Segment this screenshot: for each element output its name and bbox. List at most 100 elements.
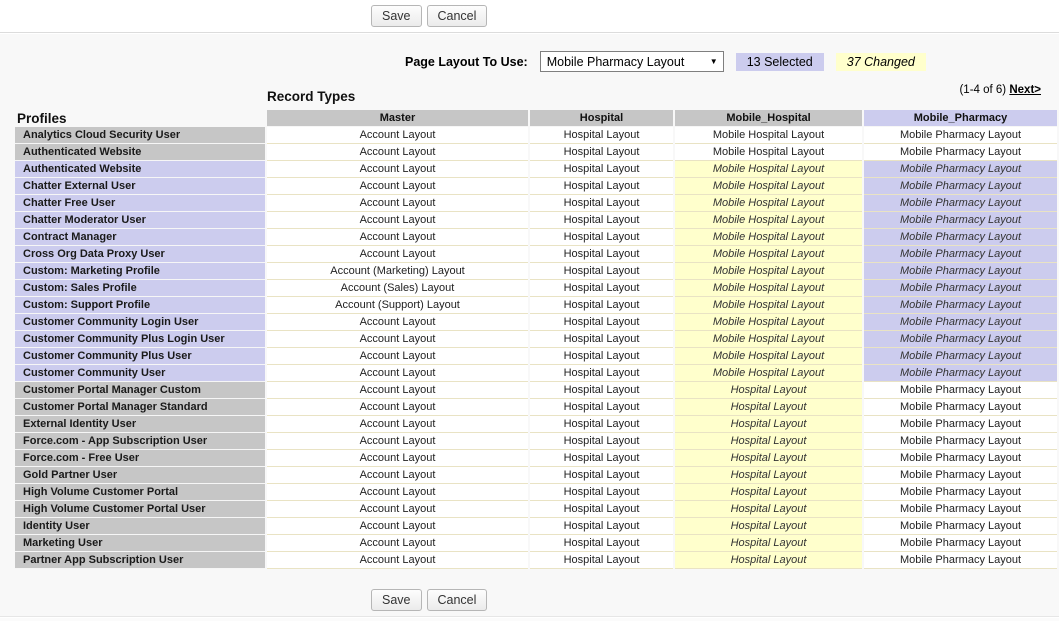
profile-cell[interactable]: Customer Community User xyxy=(15,365,265,382)
profile-cell[interactable]: Chatter Moderator User xyxy=(15,212,265,229)
layout-assignment-cell[interactable]: Mobile Hospital Layout xyxy=(675,314,862,331)
layout-assignment-cell[interactable]: Hospital Layout xyxy=(675,467,862,484)
layout-assignment-cell[interactable]: Mobile Pharmacy Layout xyxy=(864,212,1057,229)
profile-cell[interactable]: High Volume Customer Portal User xyxy=(15,501,265,518)
layout-assignment-cell[interactable]: Mobile Hospital Layout xyxy=(675,212,862,229)
layout-assignment-cell[interactable]: Mobile Hospital Layout xyxy=(675,195,862,212)
layout-assignment-cell[interactable]: Mobile Pharmacy Layout xyxy=(864,263,1057,280)
profile-cell[interactable]: High Volume Customer Portal xyxy=(15,484,265,501)
layout-assignment-cell[interactable]: Mobile Pharmacy Layout xyxy=(864,518,1057,535)
layout-assignment-cell[interactable]: Hospital Layout xyxy=(530,501,673,518)
layout-assignment-cell[interactable]: Mobile Pharmacy Layout xyxy=(864,450,1057,467)
layout-assignment-cell[interactable]: Mobile Pharmacy Layout xyxy=(864,127,1057,144)
layout-assignment-cell[interactable]: Hospital Layout xyxy=(675,450,862,467)
layout-assignment-cell[interactable]: Mobile Pharmacy Layout xyxy=(864,467,1057,484)
column-header-master[interactable]: Master xyxy=(267,110,528,127)
layout-assignment-cell[interactable]: Hospital Layout xyxy=(675,382,862,399)
layout-assignment-cell[interactable]: Account Layout xyxy=(267,365,528,382)
page-layout-select[interactable]: Mobile Pharmacy Layout ▼ xyxy=(539,51,724,72)
layout-assignment-cell[interactable]: Account Layout xyxy=(267,212,528,229)
layout-assignment-cell[interactable]: Mobile Pharmacy Layout xyxy=(864,348,1057,365)
layout-assignment-cell[interactable]: Mobile Pharmacy Layout xyxy=(864,382,1057,399)
profile-cell[interactable]: Customer Portal Manager Standard xyxy=(15,399,265,416)
layout-assignment-cell[interactable]: Mobile Pharmacy Layout xyxy=(864,280,1057,297)
profile-cell[interactable]: Authenticated Website xyxy=(15,161,265,178)
layout-assignment-cell[interactable]: Account (Support) Layout xyxy=(267,297,528,314)
layout-assignment-cell[interactable]: Mobile Pharmacy Layout xyxy=(864,331,1057,348)
profile-cell[interactable]: Customer Portal Manager Custom xyxy=(15,382,265,399)
layout-assignment-cell[interactable]: Hospital Layout xyxy=(530,263,673,280)
profile-cell[interactable]: Custom: Marketing Profile xyxy=(15,263,265,280)
layout-assignment-cell[interactable]: Hospital Layout xyxy=(530,518,673,535)
profile-cell[interactable]: External Identity User xyxy=(15,416,265,433)
layout-assignment-cell[interactable]: Hospital Layout xyxy=(530,382,673,399)
layout-assignment-cell[interactable]: Hospital Layout xyxy=(530,399,673,416)
layout-assignment-cell[interactable]: Hospital Layout xyxy=(530,144,673,161)
profile-cell[interactable]: Chatter Free User xyxy=(15,195,265,212)
column-header-mobile_pharmacy[interactable]: Mobile_Pharmacy xyxy=(864,110,1057,127)
profile-cell[interactable]: Contract Manager xyxy=(15,229,265,246)
layout-assignment-cell[interactable]: Account Layout xyxy=(267,484,528,501)
layout-assignment-cell[interactable]: Mobile Hospital Layout xyxy=(675,229,862,246)
profile-cell[interactable]: Customer Community Plus User xyxy=(15,348,265,365)
layout-assignment-cell[interactable]: Account Layout xyxy=(267,246,528,263)
layout-assignment-cell[interactable]: Hospital Layout xyxy=(530,212,673,229)
layout-assignment-cell[interactable]: Hospital Layout xyxy=(675,535,862,552)
layout-assignment-cell[interactable]: Account Layout xyxy=(267,195,528,212)
layout-assignment-cell[interactable]: Account Layout xyxy=(267,535,528,552)
layout-assignment-cell[interactable]: Mobile Pharmacy Layout xyxy=(864,552,1057,569)
layout-assignment-cell[interactable]: Account Layout xyxy=(267,161,528,178)
profile-cell[interactable]: Force.com - App Subscription User xyxy=(15,433,265,450)
layout-assignment-cell[interactable]: Hospital Layout xyxy=(530,161,673,178)
layout-assignment-cell[interactable]: Mobile Pharmacy Layout xyxy=(864,246,1057,263)
layout-assignment-cell[interactable]: Mobile Hospital Layout xyxy=(675,280,862,297)
column-header-mobile_hospital[interactable]: Mobile_Hospital xyxy=(675,110,862,127)
layout-assignment-cell[interactable]: Mobile Pharmacy Layout xyxy=(864,297,1057,314)
layout-assignment-cell[interactable]: Account Layout xyxy=(267,433,528,450)
layout-assignment-cell[interactable]: Mobile Pharmacy Layout xyxy=(864,484,1057,501)
profile-cell[interactable]: Custom: Sales Profile xyxy=(15,280,265,297)
layout-assignment-cell[interactable]: Mobile Hospital Layout xyxy=(675,144,862,161)
layout-assignment-cell[interactable]: Hospital Layout xyxy=(530,433,673,450)
layout-assignment-cell[interactable]: Hospital Layout xyxy=(530,314,673,331)
layout-assignment-cell[interactable]: Account Layout xyxy=(267,127,528,144)
layout-assignment-cell[interactable]: Mobile Hospital Layout xyxy=(675,161,862,178)
profile-cell[interactable]: Marketing User xyxy=(15,535,265,552)
layout-assignment-cell[interactable]: Hospital Layout xyxy=(675,501,862,518)
layout-assignment-cell[interactable]: Account Layout xyxy=(267,348,528,365)
layout-assignment-cell[interactable]: Mobile Pharmacy Layout xyxy=(864,433,1057,450)
layout-assignment-cell[interactable]: Hospital Layout xyxy=(530,552,673,569)
layout-assignment-cell[interactable]: Mobile Hospital Layout xyxy=(675,365,862,382)
layout-assignment-cell[interactable]: Account Layout xyxy=(267,416,528,433)
layout-assignment-cell[interactable]: Mobile Pharmacy Layout xyxy=(864,195,1057,212)
layout-assignment-cell[interactable]: Account Layout xyxy=(267,501,528,518)
layout-assignment-cell[interactable]: Hospital Layout xyxy=(675,416,862,433)
layout-assignment-cell[interactable]: Account Layout xyxy=(267,518,528,535)
layout-assignment-cell[interactable]: Hospital Layout xyxy=(530,484,673,501)
profile-cell[interactable]: Chatter External User xyxy=(15,178,265,195)
layout-assignment-cell[interactable]: Mobile Pharmacy Layout xyxy=(864,365,1057,382)
layout-assignment-cell[interactable]: Mobile Pharmacy Layout xyxy=(864,399,1057,416)
layout-assignment-cell[interactable]: Account Layout xyxy=(267,450,528,467)
next-page-link[interactable]: Next> xyxy=(1009,84,1041,96)
layout-assignment-cell[interactable]: Mobile Pharmacy Layout xyxy=(864,144,1057,161)
layout-assignment-cell[interactable]: Mobile Hospital Layout xyxy=(675,263,862,280)
layout-assignment-cell[interactable]: Account (Sales) Layout xyxy=(267,280,528,297)
layout-assignment-cell[interactable]: Mobile Pharmacy Layout xyxy=(864,178,1057,195)
column-header-hospital[interactable]: Hospital xyxy=(530,110,673,127)
layout-assignment-cell[interactable]: Hospital Layout xyxy=(530,535,673,552)
layout-assignment-cell[interactable]: Hospital Layout xyxy=(530,127,673,144)
layout-assignment-cell[interactable]: Account Layout xyxy=(267,467,528,484)
layout-assignment-cell[interactable]: Hospital Layout xyxy=(675,433,862,450)
layout-assignment-cell[interactable]: Hospital Layout xyxy=(675,484,862,501)
layout-assignment-cell[interactable]: Account Layout xyxy=(267,399,528,416)
layout-assignment-cell[interactable]: Hospital Layout xyxy=(675,552,862,569)
profile-cell[interactable]: Customer Community Plus Login User xyxy=(15,331,265,348)
profile-cell[interactable]: Cross Org Data Proxy User xyxy=(15,246,265,263)
layout-assignment-cell[interactable]: Hospital Layout xyxy=(530,331,673,348)
layout-assignment-cell[interactable]: Account Layout xyxy=(267,178,528,195)
layout-assignment-cell[interactable]: Account Layout xyxy=(267,229,528,246)
layout-assignment-cell[interactable]: Hospital Layout xyxy=(530,195,673,212)
layout-assignment-cell[interactable]: Mobile Pharmacy Layout xyxy=(864,501,1057,518)
layout-assignment-cell[interactable]: Hospital Layout xyxy=(530,348,673,365)
